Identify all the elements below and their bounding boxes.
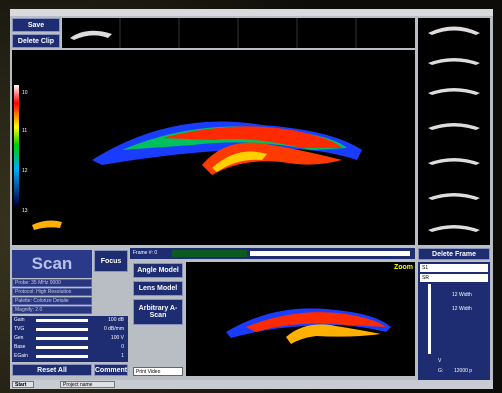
slider-name: Gain — [14, 317, 25, 323]
zoom-label[interactable]: Zoom — [393, 264, 413, 271]
setting[interactable]: Probe: 35 MHz 0000 — [12, 279, 92, 287]
frame-thumbnails — [428, 26, 480, 232]
thumb-dividers — [119, 18, 357, 48]
taskbar: Start Project name — [10, 380, 493, 389]
slider-value: 100 dB — [108, 317, 124, 323]
echo-lens — [202, 142, 342, 175]
width-label: 12 Width — [452, 306, 472, 312]
color-bar — [14, 85, 19, 205]
slider-track[interactable] — [36, 346, 88, 349]
thumbnails — [70, 18, 357, 48]
lens-model-button[interactable]: Lens Model — [133, 281, 183, 296]
print-select[interactable]: Print Video — [133, 367, 183, 376]
frame-thumbs — [428, 26, 480, 232]
width-label: 12 Width — [452, 292, 472, 298]
slider-track[interactable] — [36, 319, 88, 322]
slider-name: EGain — [14, 353, 28, 359]
angle-model-button[interactable]: Angle Model — [133, 263, 183, 278]
frame-list — [418, 18, 490, 245]
menu-bar — [10, 9, 493, 16]
frame-slider[interactable] — [250, 251, 410, 256]
preview-red — [246, 312, 386, 332]
frame-label: Frame #: 0 — [133, 250, 158, 256]
g-value: 12000 p — [454, 368, 473, 374]
delete-clip-button[interactable]: Delete Clip — [12, 34, 60, 48]
preview-view — [226, 308, 391, 344]
sliders-panel: Gain 100 dB TVG 0 dB/mm Gen 100 V Base 0 EGain 1 — [12, 316, 128, 362]
depth-label: 11 — [22, 128, 28, 134]
task-button[interactable]: Project name — [60, 381, 115, 388]
vertical-slider[interactable] — [428, 284, 431, 354]
mode-title: Scan — [12, 250, 92, 278]
slider-value: 0 — [121, 344, 124, 350]
a-scan-button[interactable]: Arbitrary A-Scan — [133, 299, 183, 325]
delete-frame-button[interactable]: Delete Frame — [418, 248, 490, 260]
depth-label: 13 — [22, 208, 28, 214]
echo-corner — [32, 220, 62, 230]
echo-yellow — [212, 151, 267, 172]
setting[interactable]: Palette: Colorize Detaile — [12, 297, 92, 305]
save-button[interactable]: Save — [12, 18, 60, 32]
g-label: G: — [438, 368, 444, 374]
slider-value: 0 dB/mm — [103, 326, 124, 332]
measure-panel: S1 SR 12 Width 12 Width V G: 12000 p — [418, 262, 490, 380]
preview-lens — [286, 324, 381, 344]
slider-track[interactable] — [36, 355, 88, 358]
depth-label: 10 — [22, 90, 28, 96]
v-label: V — [438, 358, 442, 364]
slider-track[interactable] — [36, 328, 88, 331]
slider-track[interactable] — [36, 337, 88, 340]
setting[interactable]: Magnify: 2.0 — [12, 306, 92, 314]
comment-button[interactable]: Comment — [94, 364, 128, 376]
reset-button[interactable]: Reset All — [12, 364, 92, 376]
ultrasound-view — [14, 85, 362, 230]
main-image: 10 11 12 13 — [12, 50, 415, 245]
frame-bar: Frame #: 0 — [130, 248, 415, 259]
depth-label: 12 — [22, 168, 28, 174]
field[interactable]: S1 — [420, 264, 488, 272]
slider-value: 1 — [121, 353, 124, 359]
slider-name: TVG — [14, 326, 25, 332]
focus-button[interactable]: Focus — [94, 250, 128, 272]
preview-image: Zoom — [186, 262, 415, 376]
slider-value: 100 V — [110, 335, 124, 341]
slider-name: Gen — [14, 335, 24, 341]
slider-name: Base — [14, 344, 26, 350]
field[interactable]: SR — [420, 274, 488, 282]
setting[interactable]: Protocol: High Resolution — [12, 288, 92, 296]
thumb-image — [70, 30, 112, 40]
echo-red — [162, 126, 342, 148]
thumbnail-strip — [62, 18, 415, 48]
start-button[interactable]: Start — [12, 381, 34, 388]
playback-controls[interactable] — [172, 250, 247, 257]
